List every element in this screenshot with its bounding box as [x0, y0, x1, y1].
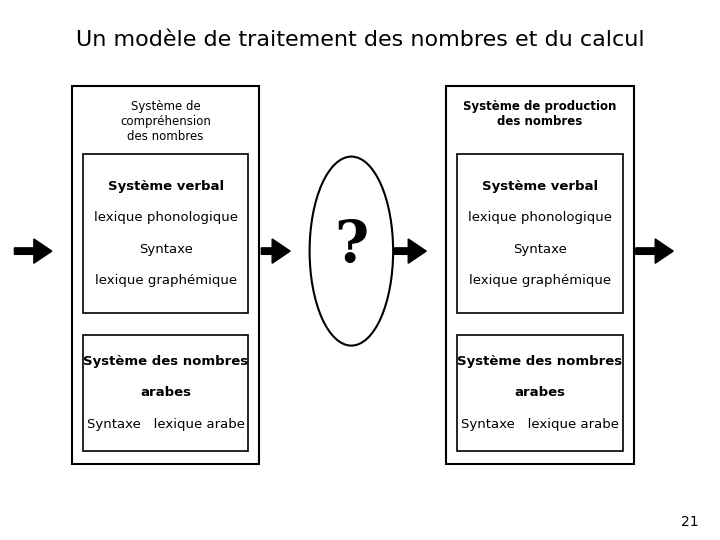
FancyArrow shape	[14, 239, 52, 263]
Text: Système des nombres: Système des nombres	[83, 355, 248, 368]
Text: Syntaxe: Syntaxe	[513, 242, 567, 256]
Bar	[83, 154, 248, 313]
Bar	[446, 86, 634, 464]
Text: lexique phonologique: lexique phonologique	[468, 211, 612, 225]
Text: Un modèle de traitement des nombres et du calcul: Un modèle de traitement des nombres et d…	[76, 30, 644, 50]
Text: lexique graphémique: lexique graphémique	[94, 274, 237, 287]
Text: arabes: arabes	[140, 386, 191, 400]
Bar	[457, 335, 623, 451]
FancyArrow shape	[636, 239, 673, 263]
Bar	[83, 335, 248, 451]
Text: lexique phonologique: lexique phonologique	[94, 211, 238, 225]
Text: Système verbal: Système verbal	[482, 180, 598, 193]
Text: lexique graphémique: lexique graphémique	[469, 274, 611, 287]
Bar	[457, 154, 623, 313]
Text: Système de
compréhension
des nombres: Système de compréhension des nombres	[120, 100, 211, 143]
Text: ?: ?	[334, 218, 369, 274]
FancyArrow shape	[261, 239, 290, 263]
Text: 21: 21	[681, 515, 698, 529]
FancyArrow shape	[395, 239, 426, 263]
Ellipse shape	[310, 157, 393, 346]
Bar	[72, 86, 259, 464]
Text: Syntaxe   lexique arabe: Syntaxe lexique arabe	[86, 417, 245, 431]
Text: arabes: arabes	[515, 386, 565, 400]
Text: Système des nombres: Système des nombres	[457, 355, 623, 368]
Text: Système de production
des nombres: Système de production des nombres	[463, 100, 617, 128]
Text: Syntaxe   lexique arabe: Syntaxe lexique arabe	[461, 417, 619, 431]
Text: Syntaxe: Syntaxe	[139, 242, 192, 256]
Text: Système verbal: Système verbal	[107, 180, 224, 193]
